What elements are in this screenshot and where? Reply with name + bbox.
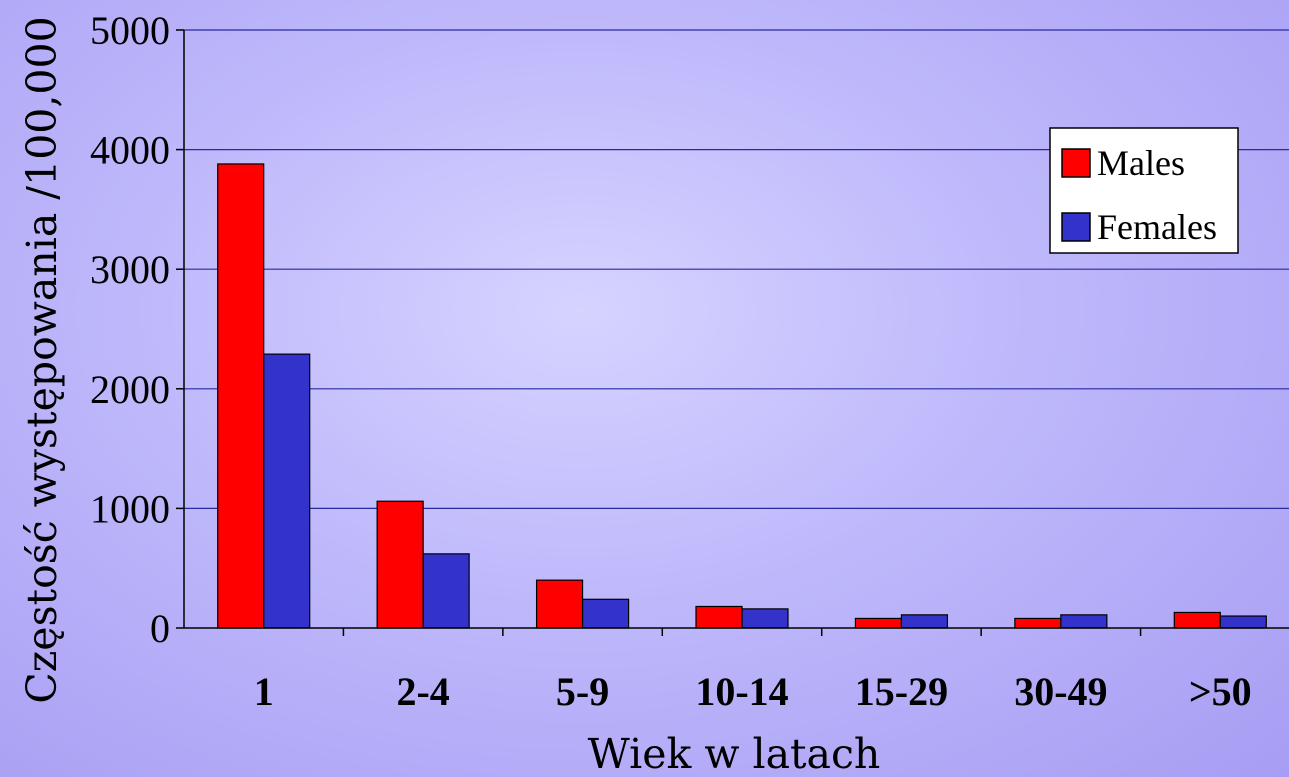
- bar-females-2: [581, 598, 630, 629]
- x-tick-label: 2-4: [396, 669, 449, 714]
- bar-males-2: [535, 579, 584, 629]
- x-axis-title: Wiek w latach: [588, 730, 881, 777]
- bar-females-0: [263, 353, 311, 629]
- legend-label-males: Males: [1097, 143, 1185, 183]
- y-tick-label: 1000: [90, 486, 170, 531]
- axes: [183, 30, 1289, 636]
- legend-swatch-females: [1061, 212, 1091, 242]
- x-tick-label: >50: [1189, 669, 1252, 714]
- x-tick-label: 15-29: [855, 669, 948, 714]
- bar-females-4: [900, 614, 949, 629]
- x-tick-label: 10-14: [695, 669, 788, 714]
- y-axis-title: Częstość występowania /100,000: [18, 16, 66, 703]
- bar-females-3: [741, 608, 789, 629]
- bar-males-0: [217, 163, 265, 629]
- legend: Males Females: [1049, 127, 1239, 254]
- gridlines: [176, 29, 1289, 629]
- legend-label-females: Females: [1097, 207, 1217, 247]
- bar-males-6: [1173, 611, 1221, 629]
- y-tick-label: 2000: [90, 367, 170, 412]
- y-tick-label: 4000: [90, 128, 170, 173]
- bar-males-1: [376, 500, 424, 629]
- x-tick-labels: 1 2-4 5-9 10-14 15-29 30-49 >50: [254, 669, 1252, 714]
- bars: [217, 163, 1267, 629]
- bar-males-5: [1014, 617, 1062, 629]
- x-tick-label: 30-49: [1014, 669, 1107, 714]
- bar-males-3: [695, 605, 743, 629]
- x-tick-label: 1: [254, 669, 274, 714]
- x-tick-label: 5-9: [556, 669, 609, 714]
- y-tick-label: 0: [150, 606, 170, 651]
- y-tick-labels: 0 1000 2000 3000 4000 5000: [90, 8, 170, 651]
- bar-females-1: [422, 553, 470, 629]
- bar-males-4: [854, 617, 903, 629]
- bar-females-5: [1060, 614, 1108, 629]
- y-tick-label: 5000: [90, 8, 170, 53]
- y-tick-label: 3000: [90, 247, 170, 292]
- legend-swatch-males: [1061, 148, 1091, 178]
- bar-females-6: [1219, 615, 1267, 629]
